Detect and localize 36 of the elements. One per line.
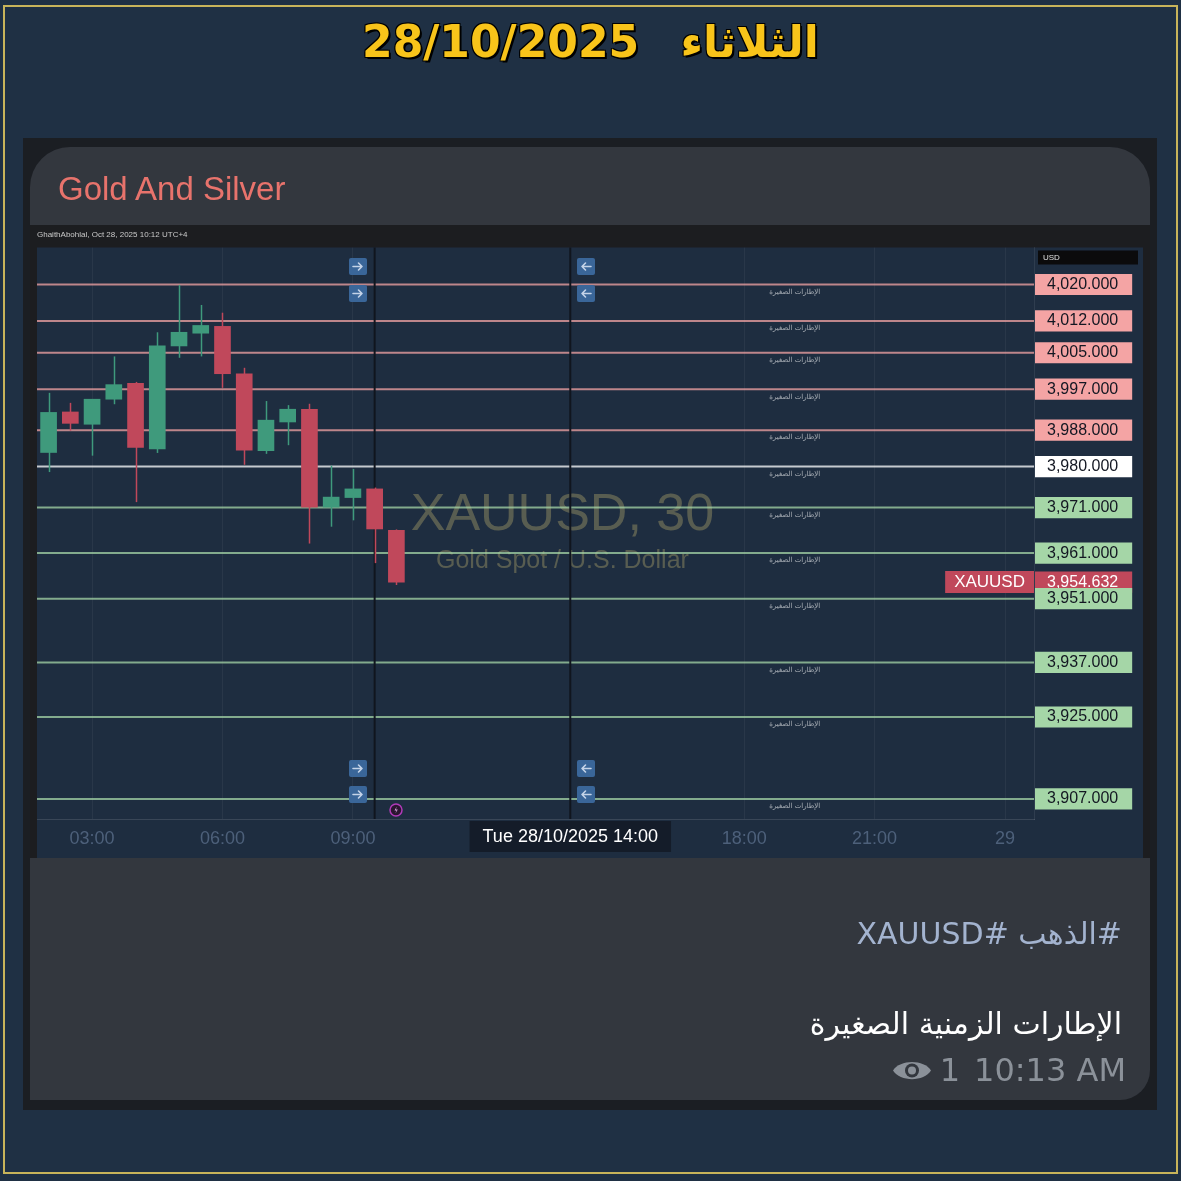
candlestick [170, 284, 188, 359]
y-tick-label: 3,997.000 [1047, 379, 1119, 397]
y-tick-label: 3,951.000 [1047, 589, 1119, 607]
candlestick [105, 355, 123, 405]
y-tick-label: 3,988.000 [1047, 420, 1119, 438]
text: 10:13 AM [974, 1050, 1126, 1090]
text: GhaithAbohlal, Oct 28, 2025 10:12 UTC+4 [37, 230, 189, 240]
x-tick-label: 09:00 [330, 827, 376, 848]
x-tick-label: 29 [995, 827, 1016, 848]
candlestick [344, 468, 362, 522]
y-tick-label: 3,980.000 [1047, 457, 1119, 474]
y-tick-label: 4,005.000 [1047, 343, 1119, 361]
y-tick-label: 3,961.000 [1047, 543, 1119, 561]
y-tick-label: 4,012.000 [1047, 311, 1119, 329]
y-tick-label: 3,971.000 [1047, 497, 1119, 515]
x-tick-label: 03:00 [69, 827, 115, 848]
y-tick-label: 3,907.000 [1047, 789, 1119, 807]
y-tick-label: 3,937.000 [1047, 652, 1119, 670]
candlestick [192, 304, 210, 358]
text: #الذهب #XAUUSD [856, 915, 1122, 953]
candlestick [279, 404, 297, 446]
chart-title: الثلاثاء 28/10/2025 [361, 15, 820, 69]
x-tick-label: 18:00 [721, 827, 767, 848]
y-tick-label: 3,925.000 [1047, 707, 1119, 725]
x-tick-label: 21:00 [852, 827, 898, 848]
y-tick-label: 4,020.000 [1047, 274, 1119, 292]
chart-subtitle: Gold And Silver [58, 169, 286, 209]
candlestick [322, 464, 340, 528]
text: 1 [939, 1050, 960, 1090]
y-axis-title: USD [1043, 252, 1061, 262]
annotation: XAUUSD [954, 571, 1025, 591]
y-tick-label: 3,954.632 [1047, 572, 1119, 590]
ref-line-label: Tue 28/10/2025 14:00 [482, 825, 659, 846]
text: الإطارات الزمنية الصغيرة [809, 1005, 1122, 1043]
x-tick-label: 06:00 [199, 827, 246, 848]
candlestick [62, 402, 79, 432]
